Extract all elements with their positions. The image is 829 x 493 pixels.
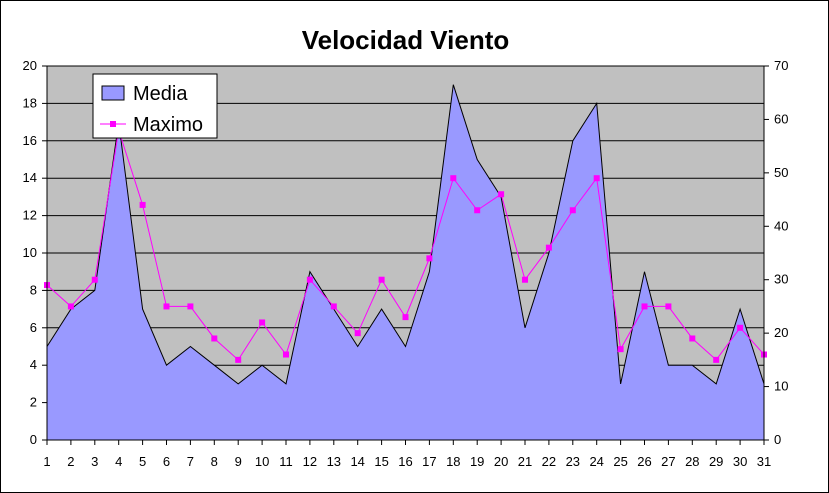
x-tick-label: 27	[661, 454, 675, 469]
maximo-point	[163, 303, 170, 310]
left-tick-label: 4	[30, 357, 37, 372]
right-tick-label: 0	[774, 432, 781, 447]
maximo-point	[211, 335, 218, 342]
maximo-point	[235, 356, 242, 363]
x-tick-label: 18	[446, 454, 460, 469]
maximo-point	[139, 201, 146, 208]
maximo-point	[67, 303, 74, 310]
left-tick-label: 20	[23, 58, 37, 73]
maximo-point	[402, 314, 409, 321]
maximo-point	[378, 276, 385, 283]
x-tick-label: 8	[211, 454, 218, 469]
x-tick-label: 5	[139, 454, 146, 469]
right-tick-label: 70	[774, 58, 788, 73]
maximo-point	[713, 356, 720, 363]
x-tick-label: 4	[115, 454, 122, 469]
x-tick-label: 11	[279, 454, 293, 469]
right-tick-label: 20	[774, 325, 788, 340]
left-tick-label: 0	[30, 432, 37, 447]
x-tick-label: 22	[542, 454, 556, 469]
maximo-point	[187, 303, 194, 310]
maximo-series	[44, 127, 767, 363]
x-tick-label: 13	[327, 454, 341, 469]
x-tick-label: 9	[235, 454, 242, 469]
x-tick-label: 25	[613, 454, 627, 469]
maximo-point	[498, 191, 505, 198]
right-axis-ticks: 0 10 20 30 40 50 60 70	[764, 58, 788, 447]
maximo-point	[569, 207, 576, 214]
maximo-point	[474, 207, 481, 214]
right-tick-label: 50	[774, 165, 788, 180]
x-tick-label: 29	[709, 454, 723, 469]
x-tick-label: 31	[757, 454, 771, 469]
x-tick-label: 10	[255, 454, 269, 469]
maximo-point	[426, 255, 433, 262]
maximo-point	[641, 303, 648, 310]
x-tick-label: 1	[43, 454, 50, 469]
maximo-point	[91, 276, 98, 283]
x-tick-label: 16	[398, 454, 412, 469]
maximo-point	[593, 175, 600, 182]
left-axis-ticks: 0 2 4 6 8 10 12 14 16 18 20	[23, 58, 47, 447]
maximo-point	[306, 276, 313, 283]
legend: Media Maximo	[92, 73, 218, 139]
media-area	[46, 84, 765, 441]
right-tick-label: 40	[774, 218, 788, 233]
legend-marker-maximo	[110, 121, 116, 127]
right-tick-label: 60	[774, 111, 788, 126]
x-tick-label: 15	[374, 454, 388, 469]
x-tick-label: 19	[470, 454, 484, 469]
left-tick-label: 10	[23, 245, 37, 260]
x-axis-ticks: 1 2 3 4 5 6 7 8 9 10 11 12 13 14 15 16 17 18 19 20 21 22 23 24 2…	[43, 440, 771, 469]
left-tick-label: 12	[23, 208, 37, 223]
maximo-point	[450, 175, 457, 182]
maximo-point	[617, 346, 624, 353]
x-tick-label: 3	[91, 454, 98, 469]
x-tick-label: 17	[422, 454, 436, 469]
left-tick-label: 18	[23, 95, 37, 110]
x-tick-label: 7	[187, 454, 194, 469]
right-tick-label: 30	[774, 272, 788, 287]
maximo-point	[259, 319, 266, 326]
x-tick-label: 2	[67, 454, 74, 469]
maximo-point	[689, 335, 696, 342]
maximo-point	[354, 330, 361, 337]
maximo-point	[330, 303, 337, 310]
x-tick-label: 28	[685, 454, 699, 469]
legend-swatch-media	[101, 85, 125, 101]
maximo-point	[737, 324, 744, 331]
legend-label-media: Media	[133, 83, 188, 105]
left-tick-label: 8	[30, 282, 37, 297]
left-tick-label: 16	[23, 133, 37, 148]
right-tick-label: 10	[774, 379, 788, 394]
x-tick-label: 21	[518, 454, 532, 469]
x-tick-label: 23	[566, 454, 580, 469]
maximo-point	[522, 276, 528, 283]
left-tick-label: 14	[23, 170, 37, 185]
media-series	[46, 84, 765, 441]
maximo-point	[283, 351, 289, 358]
chart-title: Velocidad Viento	[302, 25, 510, 55]
maximo-point	[545, 244, 552, 251]
legend-label-maximo: Maximo	[133, 114, 203, 136]
x-tick-label: 14	[350, 454, 364, 469]
x-tick-label: 6	[163, 454, 170, 469]
left-tick-label: 2	[30, 395, 37, 410]
x-tick-label: 26	[637, 454, 651, 469]
x-tick-label: 20	[494, 454, 508, 469]
x-tick-label: 30	[733, 454, 747, 469]
maximo-point	[665, 303, 672, 310]
left-tick-label: 6	[30, 320, 37, 335]
x-tick-label: 12	[303, 454, 317, 469]
x-tick-label: 24	[589, 454, 603, 469]
legend-box	[92, 73, 218, 139]
